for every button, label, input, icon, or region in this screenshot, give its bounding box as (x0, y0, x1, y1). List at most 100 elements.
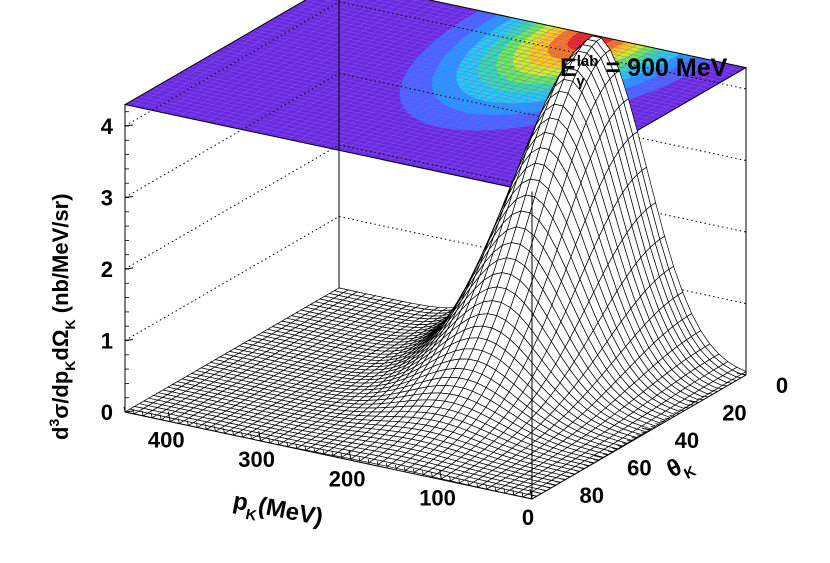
z-tick-label: 4 (101, 114, 114, 139)
surface-mesh (124, 35, 747, 500)
projection-grid-line (142, 0, 358, 109)
y-minor-tick (702, 395, 709, 398)
projection-grid-line (378, 34, 593, 159)
y-minor-tick (641, 431, 647, 434)
projection-grid-line (143, 93, 552, 181)
projection-grid-line (215, 0, 430, 125)
y-minor-tick (693, 401, 699, 403)
z-tick-label: 1 (101, 329, 113, 354)
x-minor-tick (150, 412, 153, 418)
projection-grid-line (163, 82, 571, 170)
y-minor-tick (679, 409, 685, 412)
projection-grid-line (167, 79, 575, 167)
x-minor-tick (403, 466, 406, 473)
y-minor-tick (626, 439, 632, 442)
projection-grid-line (139, 96, 547, 184)
y-tick-label: 0 (776, 373, 788, 398)
y-tick-label: 80 (580, 483, 604, 508)
y-minor-tick (588, 461, 594, 464)
x-minor-tick (195, 422, 198, 428)
x-minor-tick (467, 480, 470, 486)
y-tick-label: 60 (627, 456, 651, 481)
x-minor-tick (358, 457, 361, 463)
projection-grid-line (197, 0, 412, 121)
y-minor-tick (683, 406, 690, 409)
y-minor-tick (536, 492, 542, 494)
projection-grid-line (329, 0, 737, 74)
x-minor-tick (123, 406, 126, 413)
x-minor-tick (223, 428, 225, 434)
z-gridline (124, 72, 747, 198)
y-minor-tick (560, 478, 566, 481)
z-tick-label: 0 (101, 400, 113, 425)
x-minor-tick (132, 408, 135, 415)
projection-grid-line (332, 24, 548, 150)
x-minor-tick (277, 439, 280, 445)
projection-grid-line (251, 7, 466, 132)
y-minor-tick (698, 398, 704, 401)
projection-grid-line (287, 15, 502, 140)
x-minor-tick (431, 472, 433, 478)
projection-grid-line (305, 19, 520, 144)
x-minor-tick (476, 482, 479, 488)
z-gridline (124, 1, 747, 127)
projection-grid-line (305, 0, 713, 88)
projection-grid-line (300, 2, 708, 90)
y-minor-tick (574, 470, 580, 472)
x-minor-tick (367, 459, 370, 465)
x-minor-tick (268, 437, 271, 444)
projection-grid-line (170, 0, 385, 115)
top-projection-colormap (125, 0, 746, 192)
projection-grid-line (296, 17, 511, 142)
projection-grid-line (323, 22, 539, 148)
y-minor-tick (707, 392, 713, 395)
y-minor-tick (603, 453, 609, 456)
y-minor-tick (717, 387, 723, 390)
y-minor-tick (712, 390, 718, 392)
y-minor-tick (579, 467, 585, 470)
projection-grid-line (314, 20, 530, 146)
x-minor-tick (177, 418, 180, 424)
y-minor-tick (631, 436, 637, 439)
y-tick-label: 20 (722, 401, 746, 426)
projection-grid-line (172, 76, 580, 165)
projection-grid-line (369, 32, 584, 157)
y-minor-tick (664, 417, 670, 420)
x-tick-label: 100 (419, 486, 456, 511)
y-minor-tick (721, 384, 728, 387)
y-minor-tick (731, 379, 737, 381)
y-minor-tick (726, 381, 732, 384)
projection-grid-line (269, 11, 484, 136)
x-minor-tick (422, 470, 424, 476)
y-minor-tick (617, 445, 623, 448)
x-minor-tick (232, 430, 234, 436)
x-minor-tick (214, 426, 216, 432)
x-axis-ticks: 0 100 200 300 400 (123, 406, 534, 530)
x-minor-tick (331, 451, 334, 457)
y-minor-tick (564, 475, 571, 478)
projection-grid-line (158, 85, 566, 173)
x-minor-tick (521, 491, 524, 498)
projection-grid-line (315, 0, 723, 82)
projection-grid-line (148, 90, 556, 178)
projection-grid-line (319, 0, 728, 79)
y-axis-label: θK (662, 448, 698, 488)
y-minor-tick (636, 434, 642, 437)
x-minor-tick (250, 433, 253, 440)
z-gridline (124, 215, 747, 341)
x-minor-tick (286, 441, 289, 447)
y-axis-ticks: 0 20 40 60 80 (526, 372, 788, 508)
x-minor-tick (394, 464, 397, 471)
x-minor-tick (485, 484, 488, 490)
x-minor-tick (449, 476, 451, 482)
projection-grid-line (360, 30, 575, 155)
x-minor-tick (186, 420, 189, 426)
x-minor-tick (313, 447, 316, 453)
projection-grid-line (260, 9, 475, 134)
y-minor-tick (740, 373, 747, 376)
projection-grid-line (233, 3, 448, 128)
x-minor-tick (512, 490, 515, 496)
x-minor-tick (503, 488, 506, 494)
y-minor-tick (660, 420, 666, 423)
z-gridline (124, 144, 747, 270)
